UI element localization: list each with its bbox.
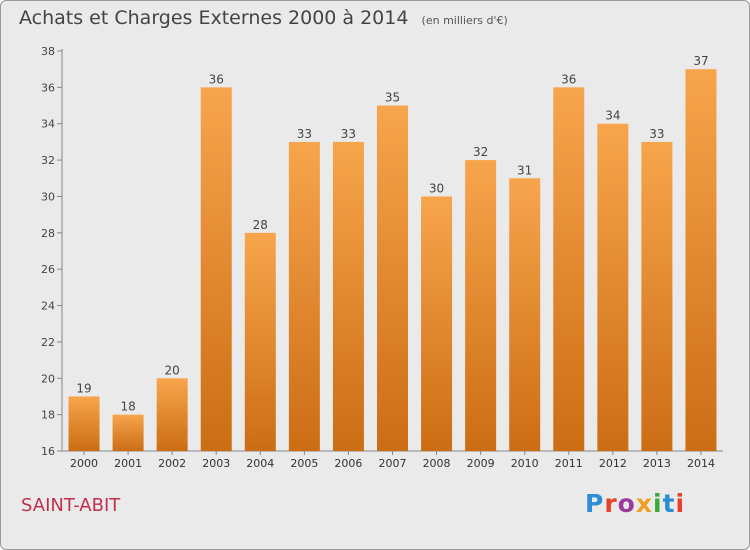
bar-2007 bbox=[377, 105, 408, 451]
y-tick-label: 28 bbox=[41, 227, 55, 240]
y-tick-label: 32 bbox=[41, 154, 55, 167]
value-label: 33 bbox=[297, 127, 312, 141]
x-tick-label: 2001 bbox=[114, 457, 142, 470]
y-tick-label: 30 bbox=[41, 190, 55, 203]
x-tick-label: 2006 bbox=[334, 457, 362, 470]
y-tick-label: 34 bbox=[41, 118, 55, 131]
chart-title: Achats et Charges Externes 2000 à 2014 bbox=[19, 7, 409, 29]
value-label: 32 bbox=[473, 145, 488, 159]
bar-2001 bbox=[112, 414, 144, 451]
bar-2004 bbox=[244, 232, 276, 451]
title-row: Achats et Charges Externes 2000 à 2014 (… bbox=[19, 7, 508, 29]
y-tick-label: 38 bbox=[41, 45, 55, 58]
bar-2008 bbox=[421, 196, 453, 451]
bar-2011 bbox=[553, 87, 585, 451]
value-label: 35 bbox=[385, 91, 400, 105]
x-tick-label: 2010 bbox=[511, 457, 539, 470]
logo-letter: x bbox=[635, 489, 653, 518]
bar-2003 bbox=[200, 87, 232, 451]
x-tick-label: 2008 bbox=[423, 457, 451, 470]
value-label: 36 bbox=[209, 72, 224, 86]
y-tick-label: 24 bbox=[41, 300, 55, 313]
bar-2012 bbox=[597, 123, 629, 452]
bar-2014 bbox=[685, 69, 717, 451]
y-tick-label: 22 bbox=[41, 336, 55, 349]
x-tick-label: 2005 bbox=[290, 457, 318, 470]
x-tick-label: 2002 bbox=[158, 457, 186, 470]
logo-letter: t bbox=[662, 489, 676, 518]
x-tick-label: 2007 bbox=[379, 457, 407, 470]
value-label: 33 bbox=[341, 127, 356, 141]
x-tick-label: 2003 bbox=[202, 457, 230, 470]
value-label: 19 bbox=[76, 381, 91, 395]
proxiti-logo: Proxiti bbox=[585, 489, 685, 518]
y-tick-label: 16 bbox=[41, 445, 55, 458]
value-label: 20 bbox=[165, 363, 180, 377]
bar-2010 bbox=[509, 178, 541, 452]
x-tick-label: 2014 bbox=[687, 457, 715, 470]
bar-2005 bbox=[288, 141, 320, 451]
logo-letter: i bbox=[653, 489, 663, 518]
value-label: 18 bbox=[120, 400, 135, 414]
logo-letter: r bbox=[604, 489, 618, 518]
bar-2013 bbox=[641, 141, 673, 451]
logo-letter: o bbox=[617, 489, 636, 518]
unit-note: (en milliers d'€) bbox=[421, 14, 508, 27]
value-label: 34 bbox=[605, 109, 620, 123]
value-label: 31 bbox=[517, 163, 532, 177]
commune-name: SAINT-ABIT bbox=[21, 495, 121, 516]
bar-2006 bbox=[332, 141, 364, 451]
x-tick-label: 2000 bbox=[70, 457, 98, 470]
x-tick-label: 2012 bbox=[599, 457, 627, 470]
logo-letter: i bbox=[675, 489, 686, 518]
y-tick-label: 26 bbox=[41, 263, 55, 276]
x-tick-label: 2009 bbox=[467, 457, 495, 470]
bar-2002 bbox=[156, 378, 188, 451]
x-tick-label: 2004 bbox=[246, 457, 274, 470]
value-label: 36 bbox=[561, 72, 576, 86]
value-label: 37 bbox=[693, 54, 708, 68]
value-label: 33 bbox=[649, 127, 664, 141]
y-tick-label: 20 bbox=[41, 372, 55, 385]
value-label: 30 bbox=[429, 181, 444, 195]
bar-2009 bbox=[465, 160, 497, 451]
logo-letter: P bbox=[585, 489, 605, 518]
x-tick-label: 2011 bbox=[555, 457, 583, 470]
y-tick-label: 18 bbox=[41, 409, 55, 422]
x-tick-label: 2013 bbox=[643, 457, 671, 470]
bar-2000 bbox=[68, 396, 100, 451]
value-label: 28 bbox=[253, 218, 268, 232]
y-tick-label: 36 bbox=[41, 81, 55, 94]
